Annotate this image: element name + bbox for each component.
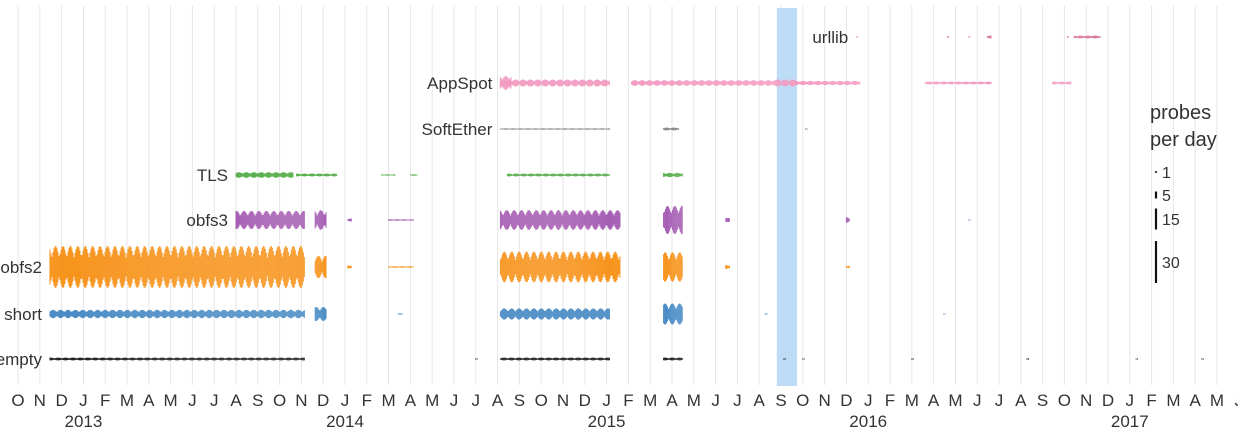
month-tick-label: D (579, 391, 591, 410)
month-tick-label: F (623, 391, 633, 410)
year-tick-label: 2015 (588, 412, 626, 431)
month-tick-label: M (1166, 391, 1180, 410)
month-tick-label: N (295, 391, 307, 410)
series-urllib-marks (855, 35, 1101, 39)
month-tick-label: J (341, 391, 350, 410)
month-tick-label: A (754, 391, 766, 410)
month-tick-label: J (733, 391, 742, 410)
legend-label-30: 30 (1162, 255, 1180, 272)
legend-label-15: 15 (1162, 212, 1180, 229)
legend-label-5: 5 (1162, 188, 1171, 205)
year-tick-label: 2016 (849, 412, 887, 431)
year-tick-label: 2017 (1111, 412, 1149, 431)
month-tick-label: J (1235, 391, 1238, 410)
month-tick-label: J (602, 391, 611, 410)
month-tick-label: A (928, 391, 940, 410)
month-tick-label: J (973, 391, 982, 410)
month-tick-label: A (405, 391, 417, 410)
series-obfs3-marks (235, 206, 971, 234)
probe-marks (49, 35, 1204, 361)
series-label-tls: TLS (197, 166, 228, 185)
highlight-band (776, 8, 797, 386)
month-tick-label: J (450, 391, 459, 410)
month-tick-label: J (864, 391, 873, 410)
month-tick-label: M (1210, 391, 1224, 410)
month-tick-label: A (143, 391, 155, 410)
month-tick-label: M (120, 391, 134, 410)
series-tls-marks (235, 172, 683, 178)
month-gridlines (17, 6, 1218, 385)
series-label-short: short (4, 305, 42, 324)
series-short-marks (49, 303, 946, 325)
year-tick-label: 2013 (64, 412, 102, 431)
series-label-obfs2: obfs2 (0, 258, 42, 277)
month-tick-label: M (687, 391, 701, 410)
year-tick-labels: 2013 2014 2015 2016 2017 (64, 412, 1148, 431)
month-tick-label: F (885, 391, 895, 410)
month-tick-label: M (948, 391, 962, 410)
series-label-empty: empty (0, 350, 42, 369)
month-tick-label: D (317, 391, 329, 410)
month-tick-label: O (1058, 391, 1071, 410)
month-tick-label: O (796, 391, 809, 410)
month-tick-label: S (775, 391, 786, 410)
month-tick-label: A (1015, 391, 1027, 410)
legend-title-line-2: per day (1150, 129, 1217, 151)
legend-label-1: 1 (1162, 165, 1171, 182)
month-tick-label: F (1146, 391, 1156, 410)
month-tick-label: M (425, 391, 439, 410)
series-label-appspot: AppSpot (427, 74, 492, 93)
month-tick-label: J (711, 391, 720, 410)
month-tick-label: O (535, 391, 548, 410)
series-obfs2-marks (49, 246, 850, 288)
series-labels: urllib AppSpot SoftEther TLS obfs3 obfs2 short… (0, 28, 848, 369)
month-tick-label: J (472, 391, 481, 410)
month-tick-label: N (557, 391, 569, 410)
series-empty-marks (49, 357, 1204, 361)
month-tick-label: A (666, 391, 678, 410)
month-tick-label: M (905, 391, 919, 410)
month-tick-label: M (643, 391, 657, 410)
month-tick-label: S (1037, 391, 1048, 410)
month-tick-label: A (230, 391, 242, 410)
year-tick-label: 2014 (326, 412, 364, 431)
series-label-obfs3: obfs3 (186, 211, 228, 230)
month-tick-label: J (210, 391, 219, 410)
month-tick-label: N (34, 391, 46, 410)
month-tick-label: O (11, 391, 24, 410)
month-tick-label: D (1102, 391, 1114, 410)
month-tick-label: S (514, 391, 525, 410)
month-tick-label: S (252, 391, 263, 410)
series-label-urllib: urllib (812, 28, 848, 47)
month-tick-label: F (362, 391, 372, 410)
month-tick-label: F (100, 391, 110, 410)
month-tick-label: A (492, 391, 504, 410)
month-tick-label: A (1190, 391, 1202, 410)
series-label-softether: SoftEther (422, 120, 493, 139)
legend-title-line-1: probes (1150, 102, 1211, 124)
month-tick-label: N (818, 391, 830, 410)
series-softether-marks (499, 127, 808, 131)
month-tick-label: D (840, 391, 852, 410)
series-appspot-marks (499, 76, 1072, 90)
month-tick-label: O (273, 391, 286, 410)
month-tick-label: N (1080, 391, 1092, 410)
month-tick-label: M (382, 391, 396, 410)
month-tick-label: J (188, 391, 197, 410)
month-tick-label: J (79, 391, 88, 410)
month-tick-label: M (164, 391, 178, 410)
month-tick-label: J (1126, 391, 1135, 410)
month-tick-label: D (55, 391, 67, 410)
month-tick-label: J (995, 391, 1004, 410)
